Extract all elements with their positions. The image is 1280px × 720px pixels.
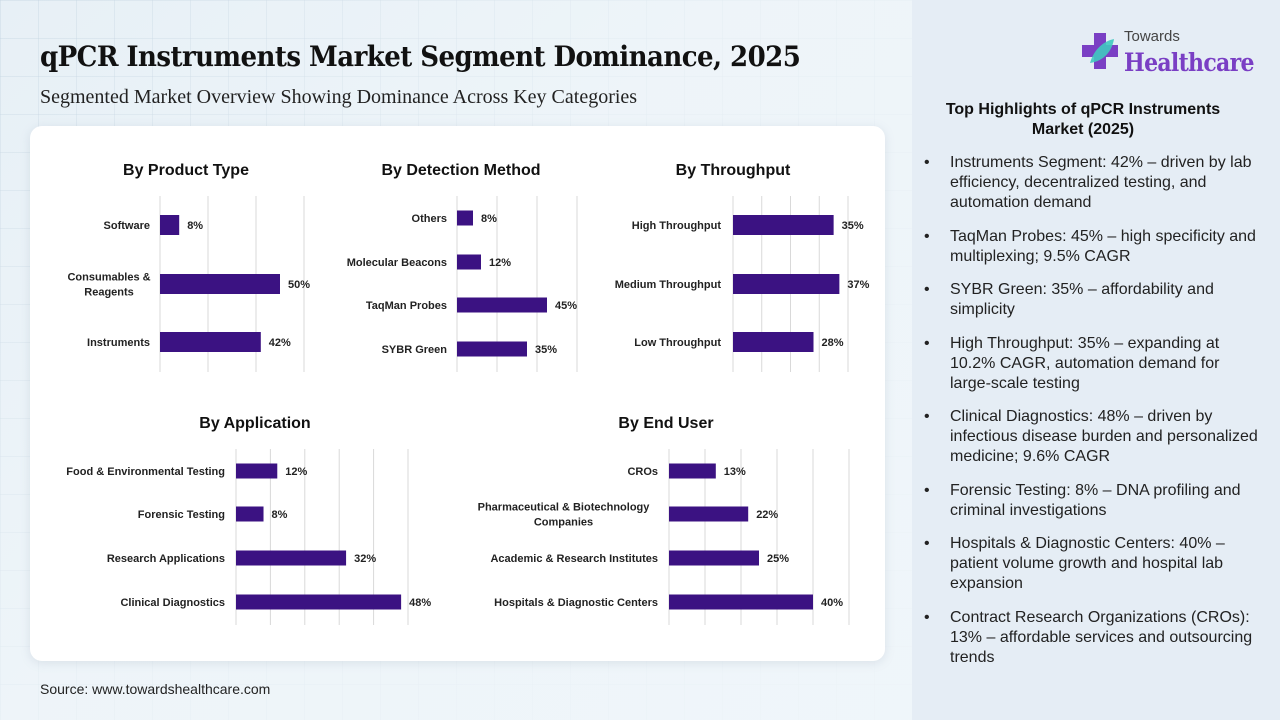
bullet-icon: • <box>924 535 930 552</box>
value-label: 50% <box>288 279 310 291</box>
brand-logo: Towards Healthcare <box>1080 28 1270 78</box>
page-subtitle: Segmented Market Overview Showing Domina… <box>40 86 638 108</box>
highlights-panel <box>912 0 1280 720</box>
bullet-icon: • <box>924 608 930 626</box>
highlight-text: High Throughput: 35% – expanding at 10.2… <box>950 334 1220 392</box>
category-label: SYBR Green <box>382 344 448 356</box>
bar <box>669 506 749 522</box>
bar <box>733 332 814 352</box>
highlights-list: • Instruments Segment: 42% – driven by la… <box>924 153 1259 681</box>
category-label: Instruments <box>87 337 150 349</box>
bar <box>669 463 716 479</box>
bullet-icon: • <box>924 154 930 171</box>
source-note: Source: www.towardshealthcare.com <box>40 681 271 697</box>
bar <box>236 594 402 610</box>
value-label: 12% <box>285 466 307 478</box>
category-label: Pharmaceutical & Biotechnology Companies <box>478 502 651 529</box>
bar <box>733 215 834 235</box>
bar <box>733 274 840 294</box>
category-label: Food & Environmental Testing <box>66 466 225 478</box>
category-label: High Throughput <box>632 220 722 232</box>
highlight-text: Contract Research Organizations (CROs): … <box>950 608 1253 666</box>
value-label: 32% <box>354 553 376 565</box>
value-label: 42% <box>269 337 291 349</box>
bar <box>160 332 261 352</box>
highlight-item: • Contract Research Organizations (CROs):… <box>924 608 1259 668</box>
bar <box>457 210 473 226</box>
value-label: 8% <box>187 220 203 232</box>
category-label: Molecular Beacons <box>347 257 447 269</box>
category-label: Low Throughput <box>634 337 721 349</box>
category-label: Consumables & Reagents <box>67 272 150 299</box>
value-label: 35% <box>535 344 557 356</box>
value-label: 28% <box>822 337 844 349</box>
page-title: qPCR Instruments Market Segment Dominanc… <box>40 40 801 73</box>
category-label: Hospitals & Diagnostic Centers <box>494 597 658 609</box>
bar <box>236 506 264 522</box>
bar <box>457 297 547 313</box>
bullet-icon: • <box>924 334 930 352</box>
medical-cross-leaf-icon <box>1082 33 1118 69</box>
logo-text-towards: Towards <box>1124 28 1180 45</box>
highlight-item: • TaqMan Probes: 45% – high specificity a… <box>924 227 1259 267</box>
value-label: 22% <box>756 509 778 521</box>
category-label: Academic & Research Institutes <box>490 553 658 565</box>
bar <box>669 594 813 610</box>
category-label: TaqMan Probes <box>366 300 447 312</box>
highlight-item: • Forensic Testing: 8% – DNA profiling an… <box>924 481 1259 521</box>
value-label: 8% <box>481 213 497 225</box>
bar <box>669 550 759 566</box>
category-label: CROs <box>627 466 658 478</box>
value-label: 48% <box>409 597 431 609</box>
chart-title: By End User <box>618 415 713 432</box>
logo-text-healthcare: Healthcare <box>1124 48 1254 77</box>
bar <box>236 550 347 566</box>
highlight-item: • SYBR Green: 35% – affordability and sim… <box>924 280 1259 320</box>
value-label: 45% <box>555 300 577 312</box>
highlights-title: Top Highlights of qPCR Instruments Marke… <box>945 101 1221 138</box>
category-label-line: Reagents <box>84 287 134 299</box>
bar <box>160 215 180 235</box>
category-label: Research Applications <box>107 553 225 565</box>
value-label: 25% <box>767 553 789 565</box>
bullet-icon: • <box>924 408 930 425</box>
value-label: 35% <box>842 220 864 232</box>
highlight-text: SYBR Green: 35% – affordability and simp… <box>950 281 1214 318</box>
category-label: Software <box>104 220 150 232</box>
category-label-line: Pharmaceutical & Biotechnology <box>478 502 651 514</box>
value-label: 12% <box>489 257 511 269</box>
chart-title: By Throughput <box>676 162 791 179</box>
bar <box>457 254 481 270</box>
bar <box>236 463 278 479</box>
highlight-text: Clinical Diagnostics: 48% – driven by in… <box>950 408 1258 465</box>
highlight-text: TaqMan Probes: 45% – high specificity an… <box>950 227 1256 265</box>
bar <box>457 341 527 357</box>
category-label: Others <box>412 213 447 225</box>
highlight-item: • High Throughput: 35% – expanding at 10.… <box>924 334 1259 394</box>
highlight-item: • Clinical Diagnostics: 48% – driven by i… <box>924 407 1259 467</box>
value-label: 40% <box>821 597 843 609</box>
category-label: Forensic Testing <box>138 509 225 521</box>
highlight-item: • Hospitals & Diagnostic Centers: 40% – p… <box>924 534 1259 594</box>
value-label: 37% <box>847 279 869 291</box>
chart-title: By Detection Method <box>381 162 540 179</box>
value-label: 13% <box>724 466 746 478</box>
bar <box>160 274 280 294</box>
highlight-item: • Instruments Segment: 42% – driven by la… <box>924 153 1259 213</box>
chart-title: By Application <box>199 415 310 432</box>
bullet-icon: • <box>924 227 930 245</box>
highlight-text: Hospitals & Diagnostic Centers: 40% – pa… <box>950 535 1225 592</box>
category-label: Clinical Diagnostics <box>120 597 225 609</box>
bullet-icon: • <box>924 481 930 499</box>
value-label: 8% <box>272 509 288 521</box>
highlight-text: Forensic Testing: 8% – DNA profiling and… <box>950 481 1241 519</box>
category-label-line: Consumables & <box>67 272 150 284</box>
highlight-text: Instruments Segment: 42% – driven by lab… <box>950 154 1252 211</box>
category-label-line: Companies <box>534 517 593 529</box>
chart-title: By Product Type <box>123 162 249 179</box>
category-label: Medium Throughput <box>615 279 722 291</box>
bullet-icon: • <box>924 281 930 298</box>
